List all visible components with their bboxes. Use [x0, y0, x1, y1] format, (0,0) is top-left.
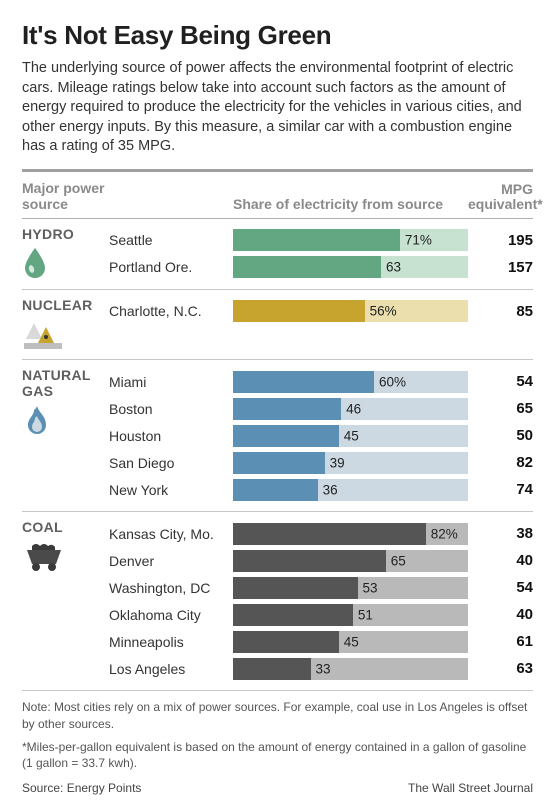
data-row: Minneapolis 45 61	[109, 628, 533, 655]
header-share: Share of electricity from source	[233, 196, 468, 212]
city-label: Miami	[109, 374, 233, 390]
mpg-value: 63	[468, 660, 533, 677]
share-value: 56%	[370, 304, 397, 319]
share-value: 65	[391, 553, 406, 568]
city-label: Oklahoma City	[109, 607, 233, 623]
data-row: Portland Ore. 63 157	[109, 254, 533, 281]
group-label: COAL	[22, 520, 109, 536]
share-bar: 45	[233, 425, 468, 447]
power-source-group: NUCLEAR Charlotte, N.C. 56% 85	[22, 289, 533, 360]
data-row: San Diego 39 82	[109, 449, 533, 476]
share-value: 63	[386, 260, 401, 275]
share-bar: 63	[233, 256, 468, 278]
share-bar: 36	[233, 479, 468, 501]
share-value: 33	[316, 661, 331, 676]
power-source-group: COAL Kansas City, Mo. 82% 38 Denver 65 40 Wash…	[22, 511, 533, 690]
data-row: Boston 46 65	[109, 395, 533, 422]
city-label: Houston	[109, 428, 233, 444]
share-bar: 56%	[233, 300, 468, 322]
city-label: Portland Ore.	[109, 259, 233, 275]
share-value: 46	[346, 401, 361, 416]
mpg-value: 61	[468, 633, 533, 650]
page-title: It's Not Easy Being Green	[22, 20, 533, 51]
share-bar: 39	[233, 452, 468, 474]
city-label: Boston	[109, 401, 233, 417]
mpg-value: 54	[468, 373, 533, 390]
data-row: Los Angeles 33 63	[109, 655, 533, 682]
city-label: New York	[109, 482, 233, 498]
share-bar: 51	[233, 604, 468, 626]
city-label: San Diego	[109, 455, 233, 471]
mpg-value: 157	[468, 259, 533, 276]
mpg-value: 40	[468, 606, 533, 623]
data-row: Seattle 71% 195	[109, 227, 533, 254]
mpg-value: 65	[468, 400, 533, 417]
share-value: 45	[344, 634, 359, 649]
mpg-value: 40	[468, 552, 533, 569]
share-bar: 45	[233, 631, 468, 653]
city-label: Kansas City, Mo.	[109, 526, 233, 542]
mpg-value: 82	[468, 454, 533, 471]
cart-icon	[22, 540, 109, 574]
share-value: 51	[358, 607, 373, 622]
publisher: The Wall Street Journal	[408, 781, 533, 795]
share-value: 39	[330, 455, 345, 470]
city-label: Minneapolis	[109, 634, 233, 650]
header-source: Major power source	[22, 180, 109, 212]
city-label: Washington, DC	[109, 580, 233, 596]
data-row: Houston 45 50	[109, 422, 533, 449]
share-bar: 46	[233, 398, 468, 420]
data-row: Oklahoma City 51 40	[109, 601, 533, 628]
header-mpg: MPG equivalent*	[468, 182, 533, 212]
share-value: 71%	[405, 233, 432, 248]
footnote-mix: Note: Most cities rely on a mix of power…	[22, 690, 533, 731]
mpg-value: 74	[468, 481, 533, 498]
share-bar: 53	[233, 577, 468, 599]
city-label: Denver	[109, 553, 233, 569]
share-bar: 60%	[233, 371, 468, 393]
share-value: 45	[344, 428, 359, 443]
share-value: 36	[323, 482, 338, 497]
mpg-value: 38	[468, 525, 533, 542]
intro-text: The underlying source of power affects t…	[22, 59, 533, 157]
drop-icon	[22, 246, 109, 280]
group-label: NATURAL GAS	[22, 368, 109, 399]
column-headers: Major power source Share of electricity …	[22, 169, 533, 218]
nuclear-icon	[22, 317, 109, 351]
data-row: Denver 65 40	[109, 547, 533, 574]
share-bar: 71%	[233, 229, 468, 251]
power-source-group: HYDRO Seattle 71% 195 Portland Ore. 63 157	[22, 218, 533, 289]
mpg-value: 50	[468, 427, 533, 444]
mpg-value: 85	[468, 303, 533, 320]
share-bar: 82%	[233, 523, 468, 545]
data-row: Charlotte, N.C. 56% 85	[109, 298, 533, 325]
data-row: Washington, DC 53 54	[109, 574, 533, 601]
data-source: Source: Energy Points	[22, 781, 141, 795]
data-row: New York 36 74	[109, 476, 533, 503]
flame-icon	[22, 404, 109, 438]
mpg-value: 195	[468, 232, 533, 249]
city-label: Charlotte, N.C.	[109, 303, 233, 319]
source-line: Source: Energy Points The Wall Street Jo…	[22, 781, 533, 795]
power-source-group: NATURAL GAS Miami 60% 54 Boston 46 65 Houston 4…	[22, 359, 533, 511]
footnote-mpge: *Miles-per-gallon equivalent is based on…	[22, 739, 533, 771]
city-label: Seattle	[109, 232, 233, 248]
mpg-value: 54	[468, 579, 533, 596]
share-value: 53	[363, 580, 378, 595]
group-label: NUCLEAR	[22, 298, 109, 314]
city-label: Los Angeles	[109, 661, 233, 677]
data-row: Miami 60% 54	[109, 368, 533, 395]
share-bar: 65	[233, 550, 468, 572]
group-label: HYDRO	[22, 227, 109, 243]
share-value: 82%	[431, 526, 458, 541]
data-row: Kansas City, Mo. 82% 38	[109, 520, 533, 547]
share-value: 60%	[379, 374, 406, 389]
share-bar: 33	[233, 658, 468, 680]
